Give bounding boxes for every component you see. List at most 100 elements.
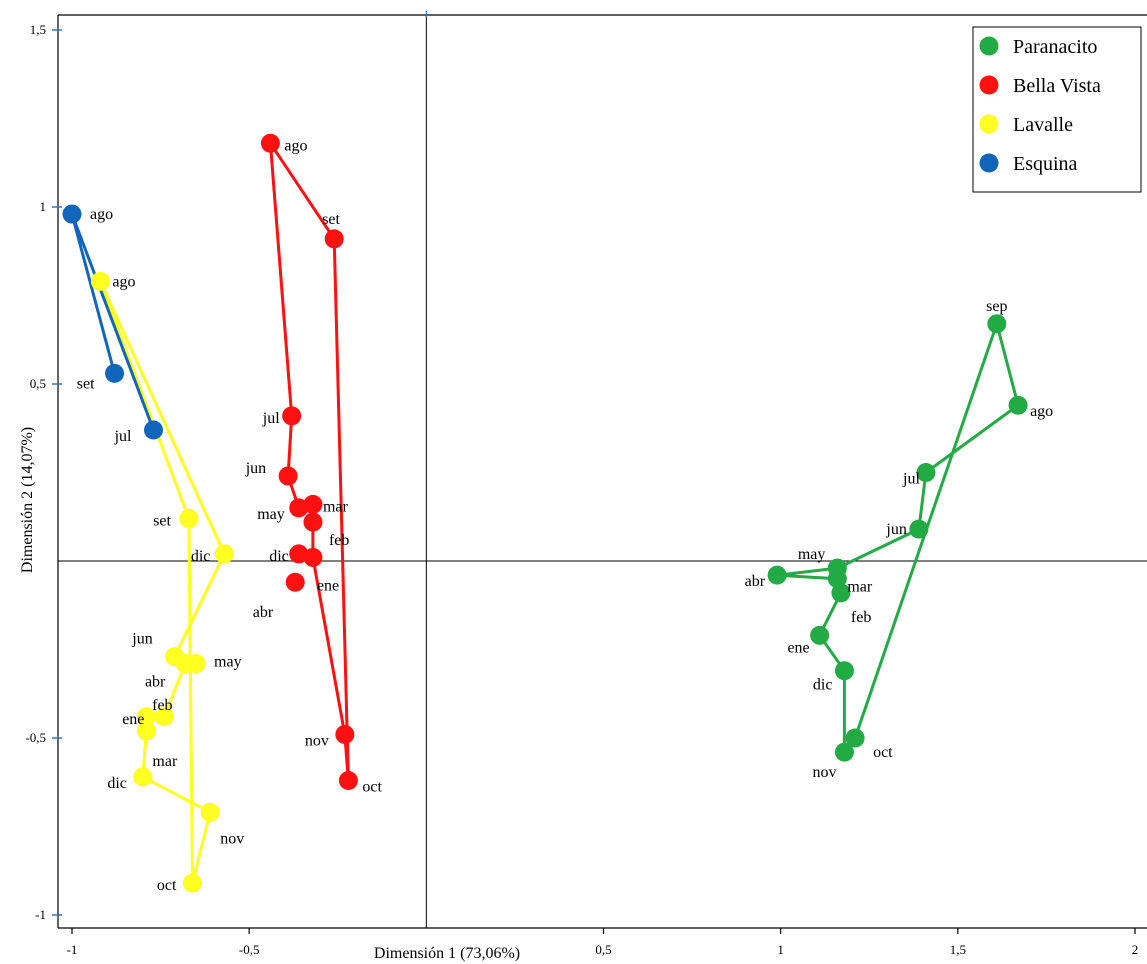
data-label: ene	[787, 639, 809, 656]
data-point	[767, 565, 787, 585]
data-point	[810, 625, 830, 645]
data-label: abr	[145, 674, 166, 691]
data-label: set	[77, 375, 95, 392]
data-label: ago	[1030, 403, 1053, 420]
x-tick-label: 1,5	[950, 942, 966, 957]
data-point	[831, 583, 851, 603]
data-point	[303, 512, 323, 532]
y-axis-title: Dimensión 2 (14,07%)	[19, 427, 36, 573]
data-point	[182, 873, 202, 893]
legend-entry: Lavalle	[1013, 114, 1073, 136]
data-label: dic	[191, 548, 211, 565]
y-tick-label: 0,5	[30, 376, 46, 391]
data-point	[845, 728, 865, 748]
data-point	[186, 654, 206, 674]
data-point	[200, 802, 220, 822]
data-label: feb	[152, 697, 172, 714]
data-point	[987, 314, 1007, 334]
data-point	[834, 742, 854, 762]
legend-entry: Esquina	[1013, 153, 1078, 175]
data-point	[90, 271, 110, 291]
x-tick-label: 2	[1132, 942, 1139, 957]
data-label: sep	[986, 298, 1007, 315]
data-label: may	[214, 654, 242, 671]
data-point	[154, 707, 174, 727]
data-point	[105, 363, 125, 383]
data-label: abr	[253, 604, 274, 621]
data-label: nov	[812, 764, 836, 781]
data-point	[282, 406, 302, 426]
x-tick-label: 0,5	[595, 942, 611, 957]
data-point	[214, 544, 234, 564]
data-label: may	[798, 546, 826, 563]
data-label: mar	[847, 579, 873, 596]
legend-entry: Paranacito	[1013, 36, 1097, 58]
data-label: dic	[269, 548, 289, 565]
data-label: nov	[220, 830, 244, 847]
data-label: ene	[122, 711, 144, 728]
data-point	[136, 707, 156, 727]
y-tick-label: 1,5	[30, 22, 46, 37]
data-point	[834, 661, 854, 681]
data-label: jul	[262, 410, 280, 427]
data-point	[62, 204, 82, 224]
data-label: dic	[107, 775, 127, 792]
data-label: feb	[851, 609, 871, 626]
data-point	[179, 509, 199, 529]
data-label: may	[257, 506, 285, 523]
x-tick-label: 1	[777, 942, 784, 957]
y-tick-label: 1	[40, 199, 47, 214]
data-label: jun	[885, 521, 906, 538]
data-label: nov	[305, 732, 329, 749]
data-label: jun	[131, 631, 152, 648]
data-point	[136, 721, 156, 741]
data-label: jul	[114, 428, 132, 445]
x-tick-label: -1	[67, 942, 78, 957]
data-point	[324, 229, 344, 249]
data-point	[289, 498, 309, 518]
data-label: oct	[362, 778, 382, 795]
x-axis-title: Dimensión 1 (73,06%)	[374, 945, 520, 962]
data-label: ago	[284, 137, 307, 154]
data-point	[335, 724, 355, 744]
data-label: jun	[245, 460, 266, 477]
data-label: mar	[152, 753, 178, 770]
data-label: set	[322, 211, 340, 228]
data-label: oct	[873, 744, 893, 761]
legend-marker	[979, 75, 999, 95]
data-label: ago	[90, 206, 113, 223]
data-label: abr	[745, 573, 766, 590]
data-point	[143, 420, 163, 440]
y-tick-label: -0,5	[25, 730, 46, 745]
data-label: dic	[813, 677, 833, 694]
axes: -1 -0,5 0,5 1 1,5 2 1,5 1 0,5 -0,5 -1	[25, 11, 1147, 957]
data-point	[916, 463, 936, 482]
data-label: set	[153, 513, 171, 530]
data-label: feb	[329, 532, 349, 549]
legend-entry: Bella Vista	[1013, 75, 1101, 97]
legend-box	[972, 26, 1142, 193]
legend-marker	[979, 114, 999, 134]
legend: Paranacito Bella Vista Lavalle Esquina	[972, 26, 1142, 193]
x-tick-label: -0,5	[239, 942, 260, 957]
data-point	[338, 770, 358, 790]
data-label: jul	[902, 471, 920, 488]
data-point	[303, 494, 323, 514]
data-point	[278, 466, 298, 486]
y-tick-label: -1	[35, 907, 46, 922]
data-point	[285, 572, 305, 592]
data-point	[909, 519, 929, 539]
data-label: ene	[317, 577, 339, 594]
data-point	[133, 767, 153, 787]
data-point	[289, 544, 309, 564]
data-label: oct	[157, 877, 177, 894]
data-label: ago	[112, 273, 135, 290]
data-point	[303, 547, 323, 567]
data-point	[1008, 395, 1028, 415]
data-label: mar	[323, 498, 349, 515]
series-line-esquina	[70, 212, 155, 431]
data-point	[260, 133, 280, 153]
series-points	[62, 133, 1028, 893]
